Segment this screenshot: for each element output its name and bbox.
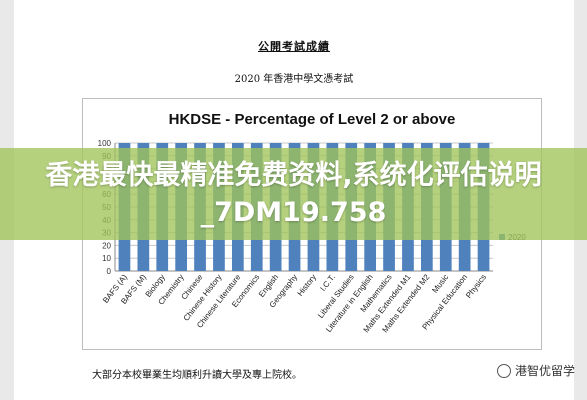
y-tick-label: 20 — [102, 241, 111, 250]
overlay-banner: 香港最快最精准免费资料,系统化评估说明_7DM19.758 — [0, 148, 587, 240]
document-subtitle: 2020 年香港中學文憑考試 — [234, 74, 354, 85]
watermark: 港智优留学 — [496, 362, 575, 379]
document-title: 公開考試成績 — [258, 40, 330, 53]
y-tick-label: 10 — [102, 254, 111, 263]
y-tick-label: 0 — [107, 267, 112, 276]
wechat-icon — [496, 363, 511, 378]
document-footer: 大部分本校畢業生均順利升讀大學及專上院校。 — [92, 370, 302, 381]
y-tick-label: 100 — [98, 139, 112, 148]
x-tick-label: History — [296, 273, 318, 298]
x-tick-label: Physics — [464, 273, 488, 300]
chart-title: HKDSE - Percentage of Level 2 or above — [168, 111, 456, 128]
banner-text: 香港最快最精准免费资料,系统化评估说明_7DM19.758 — [45, 160, 542, 228]
watermark-text: 港智优留学 — [514, 364, 575, 378]
